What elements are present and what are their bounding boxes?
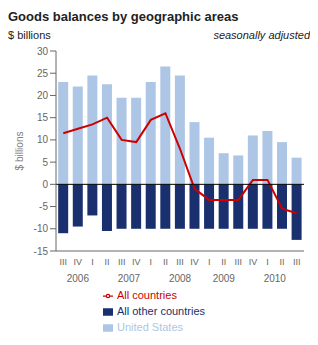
html-text:All countries: All countries [117,289,177,301]
html-text:United States: United States [117,321,183,333]
svg-text:25: 25 [37,68,49,79]
svg-text:20: 20 [37,90,49,101]
svg-text:15: 15 [37,112,49,123]
svg-text:III: III [118,257,126,267]
svg-text:I: I [150,257,153,267]
svg-text:10: 10 [37,134,49,145]
svg-text:2010: 2010 [264,273,287,284]
html-text:$ billions: $ billions [8,29,51,41]
svg-text:IV: IV [132,257,141,267]
svg-text:I: I [208,257,211,267]
svg-text:IV: IV [74,257,83,267]
svg-text:IV: IV [190,257,199,267]
svg-text:2009: 2009 [213,273,236,284]
svg-text:III: III [293,257,301,267]
svg-text:-10: -10 [34,223,49,234]
svg-text:IV: IV [249,257,258,267]
svg-text:III: III [60,257,68,267]
svg-text:$ billions: $ billions [14,132,25,171]
svg-text:2006: 2006 [67,273,90,284]
svg-text:-5: -5 [39,201,48,212]
svg-text:5: 5 [42,157,48,168]
html-text:Goods balances by geographic a: Goods balances by geographic areas [8,9,239,24]
svg-text:2007: 2007 [118,273,141,284]
svg-text:II: II [105,257,110,267]
svg-text:II: II [163,257,168,267]
svg-text:II: II [221,257,226,267]
svg-text:I: I [91,257,94,267]
html-text:All other countries: All other countries [117,305,205,317]
svg-text:III: III [176,257,184,267]
svg-text:0: 0 [42,179,48,190]
svg-text:-15: -15 [34,246,49,257]
svg-text:30: 30 [37,46,49,57]
svg-text:I: I [266,257,269,267]
svg-text:III: III [235,257,243,267]
svg-text:II: II [280,257,285,267]
html-text:seasonally adjusted: seasonally adjusted [213,29,310,41]
svg-text:2008: 2008 [169,273,192,284]
